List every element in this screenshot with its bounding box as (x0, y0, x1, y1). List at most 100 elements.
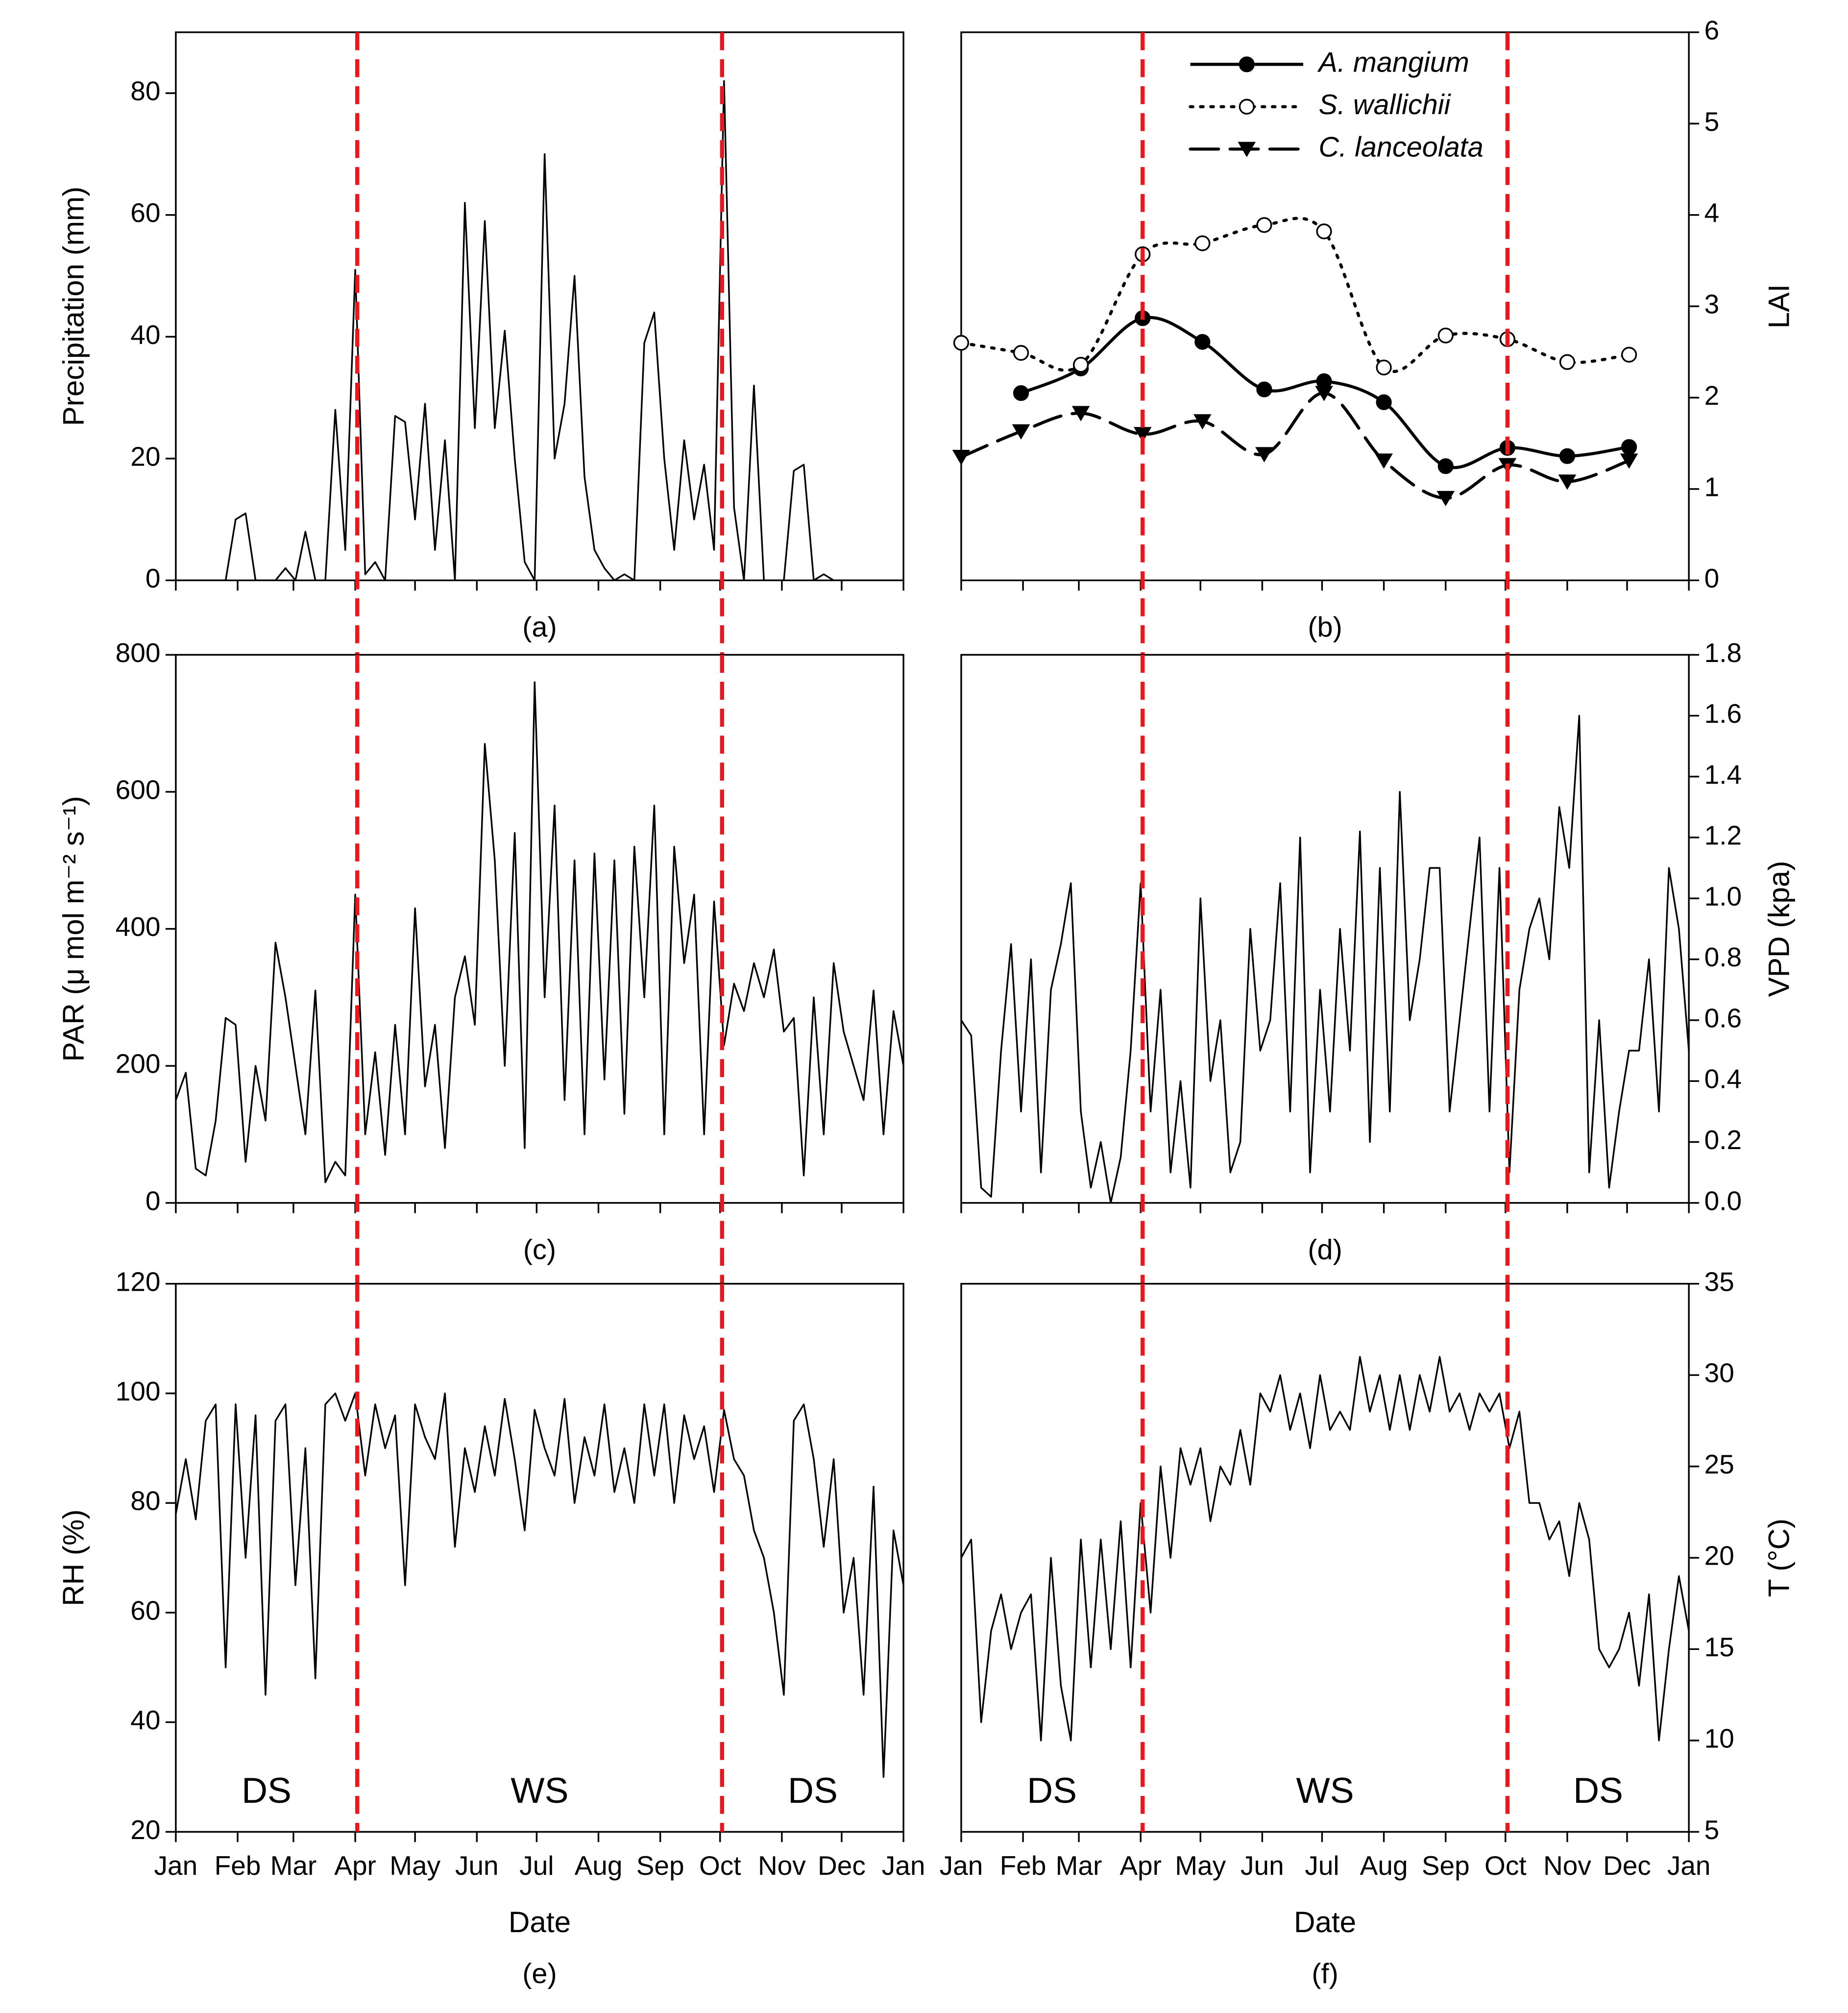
y-tick-label: 0.2 (1704, 1125, 1742, 1155)
y-tick-label: 20 (130, 1815, 160, 1845)
x-tick-label: Sep (1422, 1850, 1470, 1881)
y-tick-label: 20 (130, 441, 160, 471)
x-tick-label: Feb (1000, 1850, 1046, 1881)
legend: A. mangium S. wallichii C. lanceolata (1189, 47, 1483, 163)
data-line (175, 80, 904, 582)
x-tick-label: Feb (215, 1850, 261, 1881)
y-axis-label: Precipitation (mm) (56, 187, 90, 426)
x-tick-label: Apr (1119, 1850, 1162, 1881)
marker (1012, 424, 1030, 440)
y-tick-label: 35 (1704, 1266, 1734, 1297)
y-tick-label: 4 (1704, 197, 1720, 228)
x-tick-label: Jul (519, 1850, 554, 1881)
marker (1621, 439, 1637, 455)
x-tick-label: Oct (699, 1850, 741, 1881)
y-axis-label: PAR (μ mol m⁻² s⁻¹) (56, 796, 90, 1061)
x-tick-label: Mar (270, 1850, 317, 1881)
x-tick-label: Jul (1305, 1850, 1339, 1881)
plot-frame (960, 654, 1690, 1204)
y-axis-label: LAI (1762, 284, 1796, 328)
y-tick-label: 60 (130, 1595, 160, 1625)
y-tick-label: 0.4 (1704, 1064, 1742, 1094)
y-axis-label: RH (%) (56, 1509, 90, 1606)
marker (1194, 334, 1211, 350)
x-tick-label: Jan (154, 1850, 198, 1881)
y-tick-label: 2 (1704, 380, 1720, 411)
y-tick-label: 40 (130, 319, 160, 350)
marker (1376, 394, 1392, 410)
y-tick-label: 0.8 (1704, 942, 1742, 972)
season-label: DS (242, 1770, 292, 1811)
y-axis-label: VPD (kpa) (1762, 861, 1796, 997)
marker (952, 450, 971, 466)
x-tick-label: May (1175, 1850, 1226, 1881)
season-label: DS (1027, 1770, 1077, 1811)
marker (1436, 491, 1455, 507)
plot-frame (175, 1283, 904, 1833)
x-tick-label: Dec (1603, 1850, 1651, 1881)
x-tick-label: Jun (1240, 1850, 1284, 1881)
y-tick-label: 1.2 (1704, 820, 1742, 851)
plot-frame (175, 31, 904, 582)
legend-label: A. mangium (1317, 47, 1469, 78)
marker (1194, 235, 1211, 251)
marker (1256, 381, 1272, 397)
y-tick-label: 1.6 (1704, 698, 1742, 729)
panel: 0 20 40 60 80 Precipitation (mm) (a) (56, 31, 904, 655)
y-tick-label: 200 (116, 1049, 161, 1079)
season-label: DS (1573, 1770, 1623, 1811)
marker (1255, 447, 1273, 463)
x-tick-label: Sep (636, 1850, 684, 1881)
y-axis-label: T (°C) (1762, 1519, 1796, 1597)
x-tick-label: Aug (575, 1850, 623, 1881)
y-tick-label: 5 (1704, 1815, 1720, 1845)
y-tick-label: 10 (1704, 1723, 1734, 1753)
marker (1559, 448, 1576, 464)
x-tick-label: Nov (758, 1850, 806, 1881)
y-tick-label: 80 (130, 1486, 160, 1516)
marker (1073, 357, 1089, 373)
marker (1013, 345, 1029, 361)
x-tick-label: Jan (940, 1850, 983, 1881)
marker (1133, 427, 1152, 442)
x-tick-label: Aug (1360, 1850, 1408, 1881)
y-tick-label: 25 (1704, 1449, 1734, 1479)
x-axis-label: Date (509, 1905, 571, 1939)
y-tick-label: 80 (130, 76, 160, 106)
marker (1375, 453, 1393, 469)
y-tick-label: 100 (116, 1376, 161, 1406)
y-tick-label: 120 (116, 1266, 161, 1297)
marker (1193, 414, 1212, 430)
x-tick-label: Jan (882, 1850, 925, 1881)
marker (1315, 386, 1333, 401)
y-tick-label: 1.0 (1704, 881, 1742, 911)
marker (1071, 406, 1090, 421)
marker (1437, 327, 1454, 344)
data-line (960, 1356, 1690, 1742)
y-tick-label: 800 (116, 638, 161, 668)
y-tick-label: 3 (1704, 289, 1720, 319)
x-tick-label: Mar (1056, 1850, 1102, 1881)
y-tick-label: 30 (1704, 1358, 1734, 1388)
y-tick-label: 0 (146, 1185, 161, 1216)
season-label: WS (1296, 1770, 1354, 1811)
x-axis-label: Date (1294, 1905, 1356, 1939)
y-tick-label: 1.8 (1704, 638, 1742, 668)
x-tick-label: Oct (1484, 1850, 1527, 1881)
marker (953, 335, 970, 351)
panel: 20 40 60 80 100 120 Jan Feb Mar Apr May Jun Jul Aug Se… (56, 1266, 925, 1989)
y-tick-label: 1 (1704, 471, 1720, 502)
panel: 0 200 400 600 800 PAR (μ mol m⁻² s⁻¹) (c) (56, 638, 904, 1284)
x-tick-label: Nov (1543, 1850, 1591, 1881)
panel-label: (f) (1312, 1958, 1338, 1989)
legend-label: S. wallichii (1318, 89, 1451, 121)
y-tick-label: 40 (130, 1705, 160, 1735)
y-tick-label: 15 (1704, 1632, 1734, 1662)
y-tick-label: 400 (116, 911, 161, 942)
marker (1621, 346, 1637, 363)
y-tick-label: 0.6 (1704, 1003, 1742, 1033)
y-tick-label: 0 (1704, 563, 1720, 593)
legend-label: C. lanceolata (1318, 131, 1483, 163)
